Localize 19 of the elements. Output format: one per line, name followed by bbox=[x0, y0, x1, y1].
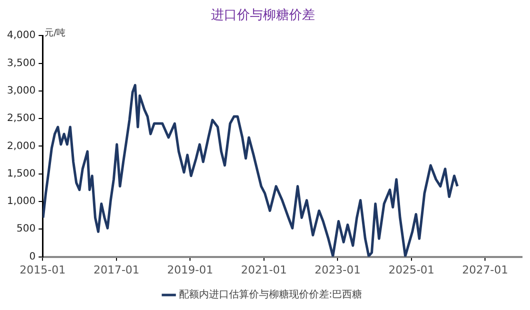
y-tick-label: 4,000 bbox=[6, 30, 36, 42]
y-tick-label: 3,500 bbox=[6, 58, 36, 69]
y-axis-title: 元/吨 bbox=[44, 27, 66, 38]
y-tick-label: 0 bbox=[29, 251, 36, 262]
legend-label: 配额内进口估算价与柳糖现价价差:巴西糖 bbox=[178, 288, 362, 301]
x-tick-label: 2017-01 bbox=[93, 263, 140, 276]
x-tick-label: 2025-01 bbox=[388, 263, 434, 276]
y-tick-label: 3,000 bbox=[6, 85, 36, 96]
x-tick-label: 2023-01 bbox=[314, 263, 361, 276]
y-tick-label: 1,000 bbox=[6, 196, 36, 208]
y-tick-label: 2,500 bbox=[6, 113, 36, 124]
y-tick-label: 1,500 bbox=[6, 168, 36, 180]
x-tick-label: 2019-01 bbox=[167, 263, 214, 276]
y-tick-label: 2,000 bbox=[6, 140, 36, 152]
x-tick-label: 2027-01 bbox=[462, 263, 508, 276]
chart-title: 进口价与柳糖价差 bbox=[211, 8, 315, 24]
x-tick-label: 2021-01 bbox=[240, 263, 287, 276]
y-tick-label: 500 bbox=[16, 224, 36, 235]
x-tick-label: 2015-01 bbox=[20, 263, 66, 276]
